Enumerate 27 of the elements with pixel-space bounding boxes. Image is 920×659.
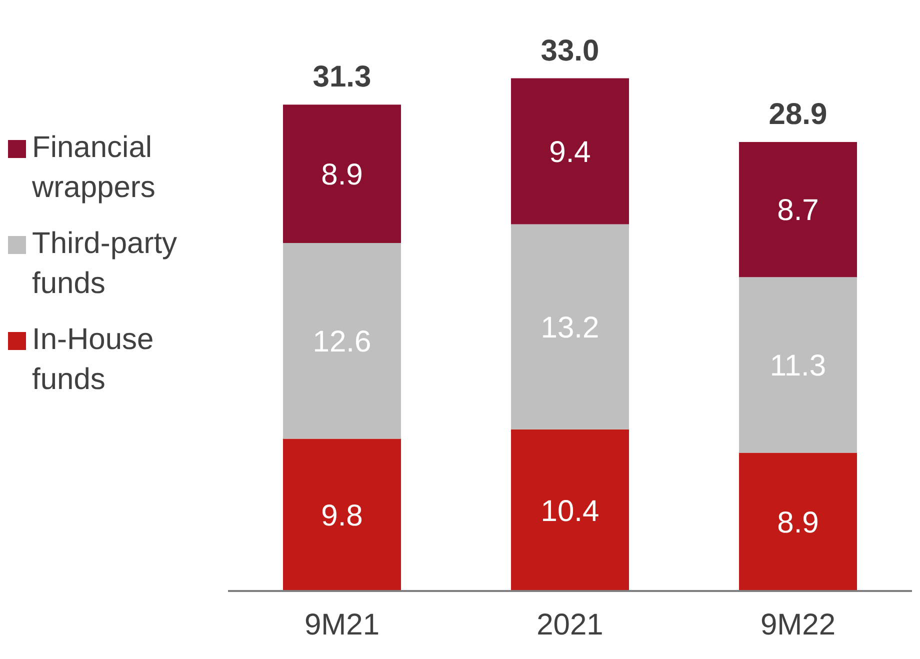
x-tick-label: 2021: [536, 608, 604, 642]
legend-label: Third-party funds: [32, 226, 178, 302]
bar: [511, 78, 629, 224]
total-label: 33.0: [540, 34, 600, 68]
bar: [283, 104, 401, 243]
x-tick-label: 9M22: [760, 608, 836, 642]
legend-label: Financial wrappers: [32, 130, 156, 206]
data-label: 13.2: [540, 312, 600, 345]
bar: [283, 438, 401, 591]
bar: [511, 429, 629, 591]
total-label: 31.3: [312, 60, 372, 94]
data-label: 9.4: [549, 136, 591, 169]
data-label: 8.9: [777, 506, 819, 540]
data-label: 8.7: [777, 194, 819, 228]
bar: [739, 452, 857, 591]
total-label: 28.9: [768, 98, 828, 131]
bar: [739, 142, 857, 278]
bar: [511, 224, 629, 430]
data-label: 11.3: [770, 350, 826, 383]
data-label: 8.9: [321, 158, 363, 192]
data-label: 12.6: [312, 325, 372, 358]
data-label: 10.4: [540, 494, 600, 528]
bar: [283, 242, 401, 439]
legend-label: In-House funds: [32, 322, 155, 398]
x-tick-label: 9M21: [304, 608, 380, 642]
data-label: 9.8: [321, 500, 363, 533]
bar: [739, 277, 857, 453]
